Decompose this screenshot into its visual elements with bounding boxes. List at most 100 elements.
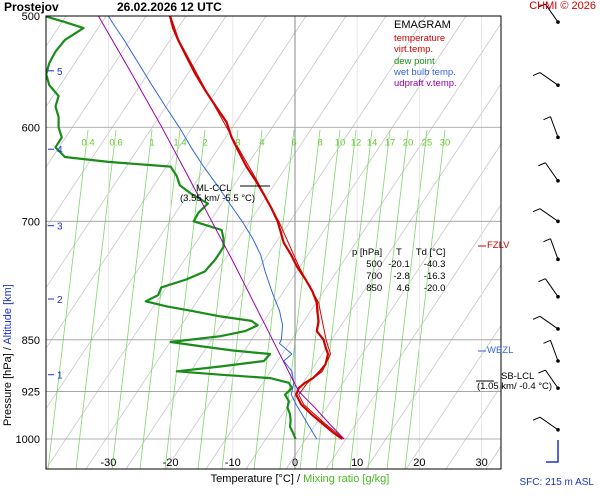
series-line-dew-point bbox=[46, 16, 297, 440]
mixing-ratio-line bbox=[139, 129, 181, 469]
wind-barb-flag bbox=[538, 278, 546, 283]
mixing-ratio-label: 12 bbox=[351, 137, 362, 148]
dry-adiabat bbox=[46, 16, 307, 410]
wind-barb-staff bbox=[550, 238, 559, 260]
dry-adiabat bbox=[46, 16, 147, 168]
wind-barb-staff bbox=[544, 162, 559, 182]
sb-lcl-detail: (1.05 km/ -0.4 °C) bbox=[477, 381, 553, 392]
table-row: 500 -20.1 -40.3 bbox=[349, 259, 448, 271]
mixing-ratio-line bbox=[75, 129, 117, 469]
wind-barb-flag bbox=[543, 238, 551, 243]
table-cell: 4.6 bbox=[396, 283, 410, 294]
mixing-ratio-label: 2 bbox=[202, 137, 207, 148]
x-tick-label: -30 bbox=[100, 457, 116, 469]
mixing-ratio-line bbox=[253, 129, 295, 469]
wind-barb-staff bbox=[544, 278, 559, 297]
table-cell: 850 bbox=[366, 283, 383, 294]
altitude-tick-label: 1 bbox=[57, 371, 63, 382]
sfc-marker bbox=[546, 440, 559, 463]
table-cell: -40.3 bbox=[423, 259, 446, 270]
mixing-ratio-label: 30 bbox=[440, 137, 451, 148]
dry-adiabat bbox=[125, 16, 427, 469]
table-cell: -16.3 bbox=[423, 271, 446, 282]
mixing-ratio-label: 17 bbox=[385, 137, 396, 148]
ml-ccl-title: ML-CCL bbox=[196, 183, 232, 194]
wind-barb-flag bbox=[532, 315, 541, 320]
x-axis-label: Temperature [°C] / Mixing ratio [g/kg] bbox=[0, 473, 600, 485]
table-cell: 700 bbox=[366, 271, 383, 282]
x-axis-label-mix: Mixing ratio [g/kg] bbox=[303, 473, 390, 485]
altitude-tick-label: 5 bbox=[57, 67, 63, 78]
legend-item-temperature: temperature bbox=[394, 33, 446, 45]
mixing-ratio-line bbox=[111, 129, 153, 469]
series-line-wet-bulb-temp bbox=[107, 16, 318, 440]
y-axis-label-alt: Altitude [km] bbox=[2, 284, 14, 345]
mixing-ratio-label: 20 bbox=[403, 137, 414, 148]
x-tick-label: 30 bbox=[475, 457, 487, 469]
dry-adiabat bbox=[526, 16, 600, 469]
dry-adiabat bbox=[46, 16, 347, 469]
fzlv-label: FZLV bbox=[487, 240, 510, 251]
y-axis-label-sep: / bbox=[2, 347, 14, 351]
x-tick-label: -20 bbox=[163, 457, 179, 469]
mixing-ratio-line bbox=[386, 129, 428, 469]
wind-barb-staff bbox=[544, 3, 559, 23]
mixing-ratio-line bbox=[47, 129, 89, 469]
wind-barb-flag bbox=[538, 3, 546, 8]
mixing-ratio-label: 3 bbox=[235, 137, 240, 148]
x-axis-label-temp: Temperature [°C] bbox=[210, 473, 294, 485]
dry-adiabat bbox=[46, 16, 107, 108]
sounding-table: p [hPa] T Td [°C] 500 -20.1 -40.3 700 -2… bbox=[349, 247, 448, 295]
wind-barb-staff bbox=[539, 416, 559, 431]
table-cell: -2.8 bbox=[393, 271, 410, 282]
credit-label: CHMI © 2026 bbox=[529, 0, 596, 12]
mixing-ratio-label: 14 bbox=[367, 137, 378, 148]
wind-barb-staff bbox=[539, 315, 559, 330]
datetime-title: 26.02.2026 12 UTC bbox=[117, 0, 222, 14]
legend-title: EMAGRAM bbox=[394, 19, 451, 31]
table-cell: -20.1 bbox=[388, 259, 410, 270]
x-tick-label: 10 bbox=[351, 457, 363, 469]
mixing-ratio-label: 1.4 bbox=[173, 137, 186, 148]
dry-adiabat bbox=[325, 204, 501, 469]
dry-adiabat bbox=[85, 16, 387, 469]
wind-barb-flag bbox=[532, 208, 541, 213]
series-layer bbox=[46, 16, 345, 440]
mixing-ratio-label: 6 bbox=[291, 137, 296, 148]
dry-adiabat bbox=[46, 16, 187, 229]
wind-barb-staff bbox=[544, 369, 559, 389]
dry-adiabat bbox=[205, 22, 501, 469]
mixing-ratio-label: 4 bbox=[259, 137, 264, 148]
dry-adiabat bbox=[566, 16, 600, 469]
legend-item-virt-temp: virt.temp. bbox=[394, 44, 434, 56]
pressure-tick-label: 500 bbox=[22, 11, 40, 23]
tick-layer: 0.4 0.6 1 1.4 2 3 4 6 8 10 12 14 17 20 25 30-30 -20 -10 0 1… bbox=[16, 11, 488, 469]
table-header: T bbox=[396, 247, 402, 258]
wind-barb-flag bbox=[532, 72, 541, 77]
x-tick-label: 0 bbox=[292, 457, 298, 469]
mixing-ratio-line bbox=[367, 129, 409, 469]
table-header: Td [°C] bbox=[415, 247, 446, 258]
mixing-ratio-label: 0.6 bbox=[109, 137, 122, 148]
pressure-tick-label: 925 bbox=[22, 386, 40, 398]
table-cell: 500 bbox=[366, 259, 383, 270]
wind-barb-flag bbox=[532, 416, 541, 421]
station-title: Prostejov bbox=[4, 0, 59, 14]
mixing-ratio-line bbox=[404, 129, 446, 469]
altitude-tick-label: 2 bbox=[57, 295, 63, 306]
wind-barb-staff bbox=[539, 208, 559, 222]
wind-barb-flag bbox=[538, 369, 546, 374]
pressure-tick-label: 850 bbox=[22, 335, 40, 347]
mixing-ratio-line bbox=[279, 129, 321, 469]
dry-adiabat bbox=[445, 385, 501, 469]
wind-barb-staff bbox=[539, 72, 559, 86]
mixing-ratio-line bbox=[349, 129, 391, 469]
plot-frame bbox=[45, 15, 502, 470]
dry-adiabat bbox=[405, 324, 501, 469]
legend-item-wet-bulb: wet bulb temp. bbox=[394, 66, 456, 78]
y-axis-label: Pressure [hPa] / Altitude [km] bbox=[2, 96, 14, 426]
sfc-label: SFC: 215 m ASL bbox=[519, 477, 594, 488]
mixing-ratio-line bbox=[197, 129, 239, 469]
table-cell: -20.0 bbox=[423, 283, 446, 294]
